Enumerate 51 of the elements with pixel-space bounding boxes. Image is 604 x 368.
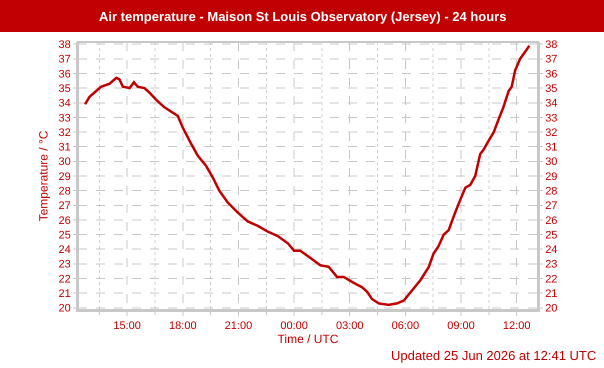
x-tick-label: 15:00 <box>113 320 141 332</box>
y-tick-label: 23 <box>58 258 71 271</box>
y2-tick-label: 33 <box>545 112 558 124</box>
y2-tick-label: 36 <box>545 68 558 80</box>
y2-tick-label: 26 <box>545 214 558 227</box>
y-tick-label: 29 <box>58 170 71 183</box>
y2-tick-label: 35 <box>545 82 558 95</box>
y2-tick-label: 20 <box>545 302 558 315</box>
y2-tick-label: 25 <box>545 229 558 242</box>
chart-title: Air temperature - Maison St Louis Observatory (Jersey) - 24 hours <box>99 9 506 24</box>
y2-tick-label: 21 <box>545 288 558 300</box>
y-tick-label: 22 <box>58 273 71 286</box>
y2-tick-label: 27 <box>545 200 558 212</box>
y-tick-label: 37 <box>58 54 71 66</box>
y2-tick-label: 23 <box>545 258 558 271</box>
y2-tick-label: 28 <box>545 185 558 198</box>
y-tick-label: 28 <box>58 185 71 198</box>
y-tick-label: 36 <box>58 68 71 80</box>
y-tick-label: 38 <box>58 39 71 52</box>
y2-tick-label: 31 <box>545 142 558 154</box>
x-tick-label: 18:00 <box>169 320 197 332</box>
x-tick-label: 21:00 <box>224 320 252 332</box>
x-tick-label: 03:00 <box>336 320 364 332</box>
y2-tick-label: 37 <box>545 54 558 66</box>
y2-tick-label: 38 <box>545 39 558 52</box>
y-tick-label: 35 <box>58 82 71 95</box>
y-tick-label: 27 <box>58 200 71 212</box>
x-tick-label: 00:00 <box>280 320 308 332</box>
y-tick-label: 20 <box>58 302 71 315</box>
y2-tick-label: 24 <box>545 244 558 256</box>
x-axis-title: Time / UTC <box>278 332 339 346</box>
y-tick-label: 33 <box>58 112 71 124</box>
y-tick-label: 31 <box>58 142 71 154</box>
line-series <box>84 44 531 306</box>
y2-tick-label: 32 <box>545 126 558 139</box>
y-axis-title: Temperature / °C <box>36 130 50 222</box>
y-tick-label: 26 <box>58 214 71 227</box>
y-tick-label: 21 <box>58 288 71 300</box>
y2-tick-label: 30 <box>545 156 558 168</box>
y2-tick-label: 34 <box>545 98 558 110</box>
y-tick-label: 34 <box>58 98 71 110</box>
y2-tick-label: 29 <box>545 170 558 183</box>
text: Updated 25 Jun 2026 at 12:41 UTC <box>391 348 596 363</box>
x-tick-label: 09:00 <box>447 320 475 332</box>
y-tick-label: 24 <box>58 244 71 256</box>
x-tick-label: 12:00 <box>502 320 530 332</box>
y-tick-label: 25 <box>58 229 71 242</box>
y-tick-label: 32 <box>58 126 71 139</box>
x-tick-label: 06:00 <box>392 320 420 332</box>
y-tick-label: 30 <box>58 156 71 168</box>
y2-tick-label: 22 <box>545 273 558 286</box>
